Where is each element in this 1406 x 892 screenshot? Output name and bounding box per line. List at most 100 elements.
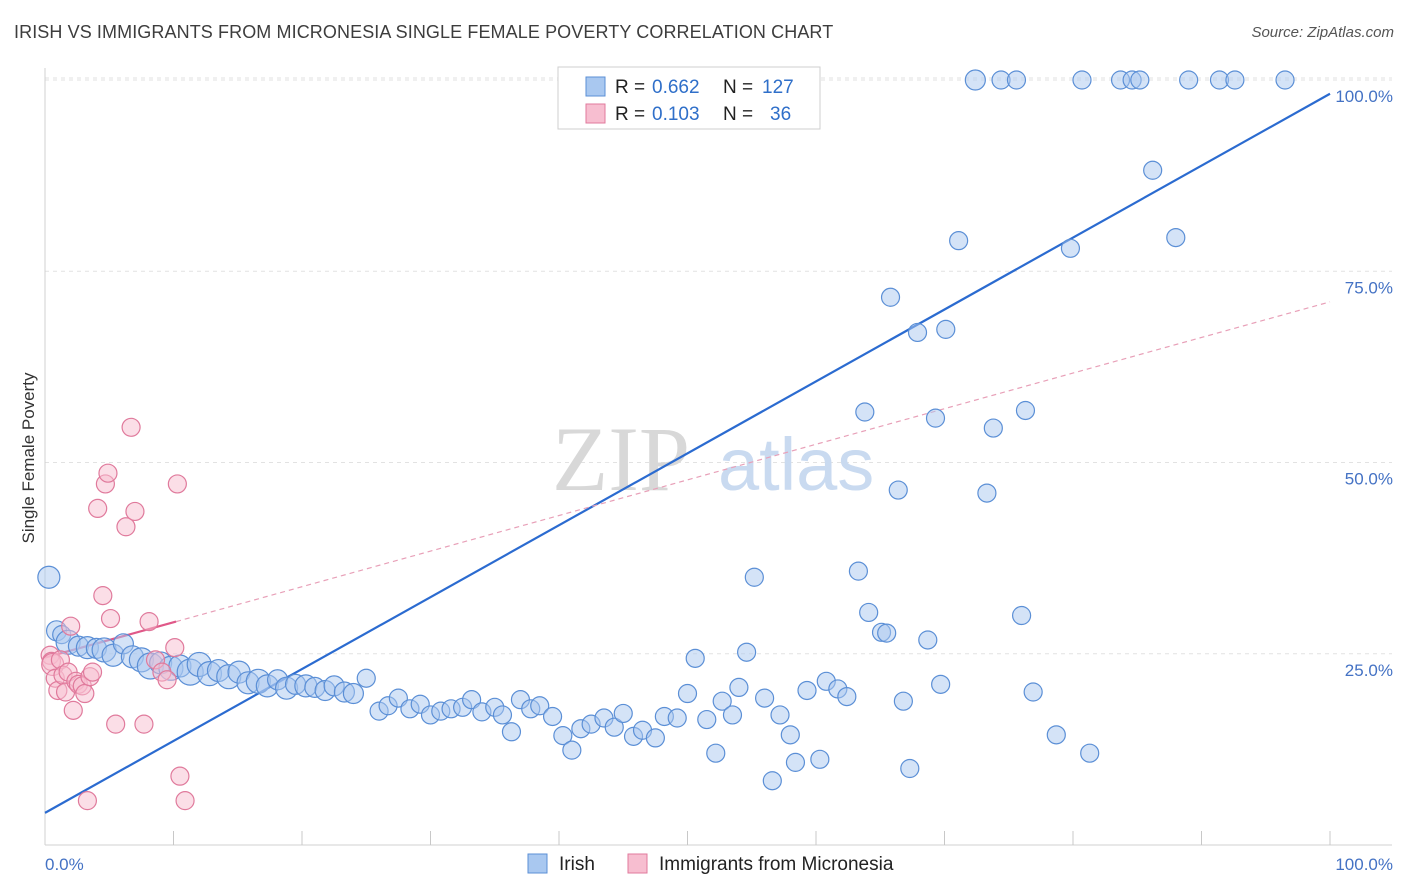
micronesia-point-9 (61, 616, 81, 636)
irish-point-80 (810, 749, 830, 769)
irish-point-103 (1006, 70, 1027, 90)
irish-point-106 (1023, 682, 1043, 702)
irish-point-92 (900, 758, 920, 779)
legend-irish-n-label: N = (723, 77, 753, 98)
irish-point-118 (1225, 70, 1245, 90)
micronesia-point-18 (88, 498, 108, 518)
y-tick-label-0: 25.0% (1345, 661, 1393, 680)
legend-micronesia-r-value: 0.103 (652, 104, 700, 125)
gridlines (45, 77, 1392, 655)
irish-point-113 (1130, 70, 1150, 90)
micronesia-point-31 (157, 670, 177, 690)
irish-point-51 (530, 696, 550, 716)
irish-point-109 (1072, 70, 1092, 90)
irish-point-70 (722, 705, 743, 725)
irish-point-116 (1179, 70, 1199, 90)
irish-point-66 (685, 648, 705, 668)
series-legend: Irish Immigrants from Micronesia (527, 853, 894, 875)
irish-point-72 (737, 642, 757, 662)
legend-micronesia-n-label: N = (723, 104, 753, 125)
irish-point-58 (604, 717, 624, 737)
micronesia-point-28 (139, 612, 159, 632)
irish-point-93 (907, 322, 928, 343)
irish-point-83 (837, 686, 857, 707)
micronesia-point-35 (175, 791, 195, 811)
irish-point-75 (762, 771, 782, 791)
irish-point-74 (754, 688, 775, 708)
irish-point-44 (462, 690, 482, 710)
y-tick-label-2: 75.0% (1345, 278, 1393, 297)
irish-point-107 (1046, 725, 1066, 745)
y-tick-label-1: 50.0% (1345, 470, 1393, 489)
irish-point-33 (342, 682, 364, 705)
irish-point-101 (983, 418, 1003, 438)
micronesia-point-27 (134, 714, 154, 734)
series-legend-irish-label: Irish (559, 854, 595, 875)
legend-irish-swatch (585, 76, 606, 97)
series-legend-irish-swatch (527, 853, 548, 874)
irish-point-65 (677, 683, 698, 704)
irish-point-105 (1015, 400, 1036, 421)
irish-point-47 (492, 705, 513, 725)
micronesia-point-23 (106, 714, 126, 734)
watermark-zip: ZIP (552, 408, 690, 510)
irish-point-71 (729, 677, 749, 698)
irish-point-94 (918, 630, 938, 650)
legend-irish-n-value: 127 (762, 77, 794, 98)
irish-point-99 (964, 69, 986, 91)
trend-lines (44, 92, 1331, 814)
irish-trend-line (44, 92, 1331, 814)
micronesia-point-14 (75, 683, 95, 704)
irish-point-90 (888, 480, 908, 500)
x-tick-label-0: 0.0% (45, 855, 84, 874)
irish-point-54 (562, 740, 582, 760)
irish-point-59 (613, 703, 633, 724)
source-label: Source: ZipAtlas.com (1251, 24, 1394, 41)
irish-point-62 (645, 728, 665, 748)
irish-point-69 (712, 691, 732, 711)
irish-point-84 (848, 561, 869, 581)
irish-point-97 (936, 319, 956, 339)
irish-point-52 (542, 706, 563, 727)
irish-point-110 (1080, 743, 1100, 763)
irish-point-64 (667, 708, 687, 728)
irish-point-68 (706, 743, 726, 763)
legend-irish-r-value: 0.662 (652, 77, 700, 98)
irish-point-79 (797, 680, 817, 701)
micronesia-point-34 (170, 766, 190, 786)
tick-labels: 0.0% 100.0% 25.0% 50.0% 75.0% 100.0% (45, 87, 1393, 874)
series-legend-micronesia-swatch (627, 853, 648, 874)
stats-legend: R = 0.662 N = 127 R = 0.103 N = 36 (557, 66, 821, 130)
chart-title: IRISH VS IMMIGRANTS FROM MICRONESIA SING… (14, 22, 834, 42)
micronesia-point-17 (82, 662, 103, 682)
legend-micronesia-swatch (585, 103, 606, 124)
irish-point-48 (501, 722, 522, 742)
irish-point-53 (553, 726, 573, 746)
irish-point-0 (37, 565, 61, 589)
legend-micronesia-n-value: 36 (770, 104, 791, 125)
irish-point-98 (949, 231, 969, 251)
micronesia-trend-dashed (175, 301, 1331, 623)
irish-point-108 (1060, 238, 1081, 258)
x-tick-label-1: 100.0% (1335, 855, 1393, 874)
micronesia-point-32 (165, 638, 185, 658)
axes (44, 68, 1392, 846)
series-legend-micronesia-label: Immigrants from Micronesia (659, 854, 894, 875)
micronesia-point-26 (125, 501, 145, 522)
irish-point-114 (1143, 160, 1163, 180)
irish-point-76 (770, 705, 790, 725)
micronesia-point-22 (100, 608, 121, 629)
irish-point-77 (780, 725, 800, 745)
micronesia-point-24 (116, 517, 136, 537)
micronesia-point-25 (121, 417, 141, 437)
micronesia-point-19 (93, 586, 113, 606)
irish-point-115 (1166, 227, 1186, 248)
irish-point-85 (855, 402, 875, 422)
irish-point-95 (925, 408, 946, 428)
irish-point-34 (356, 668, 376, 688)
data-points (37, 69, 1295, 811)
micronesia-point-10 (63, 700, 83, 720)
y-axis-label: Single Female Poverty (19, 372, 38, 544)
y-tick-label-3: 100.0% (1335, 87, 1393, 106)
